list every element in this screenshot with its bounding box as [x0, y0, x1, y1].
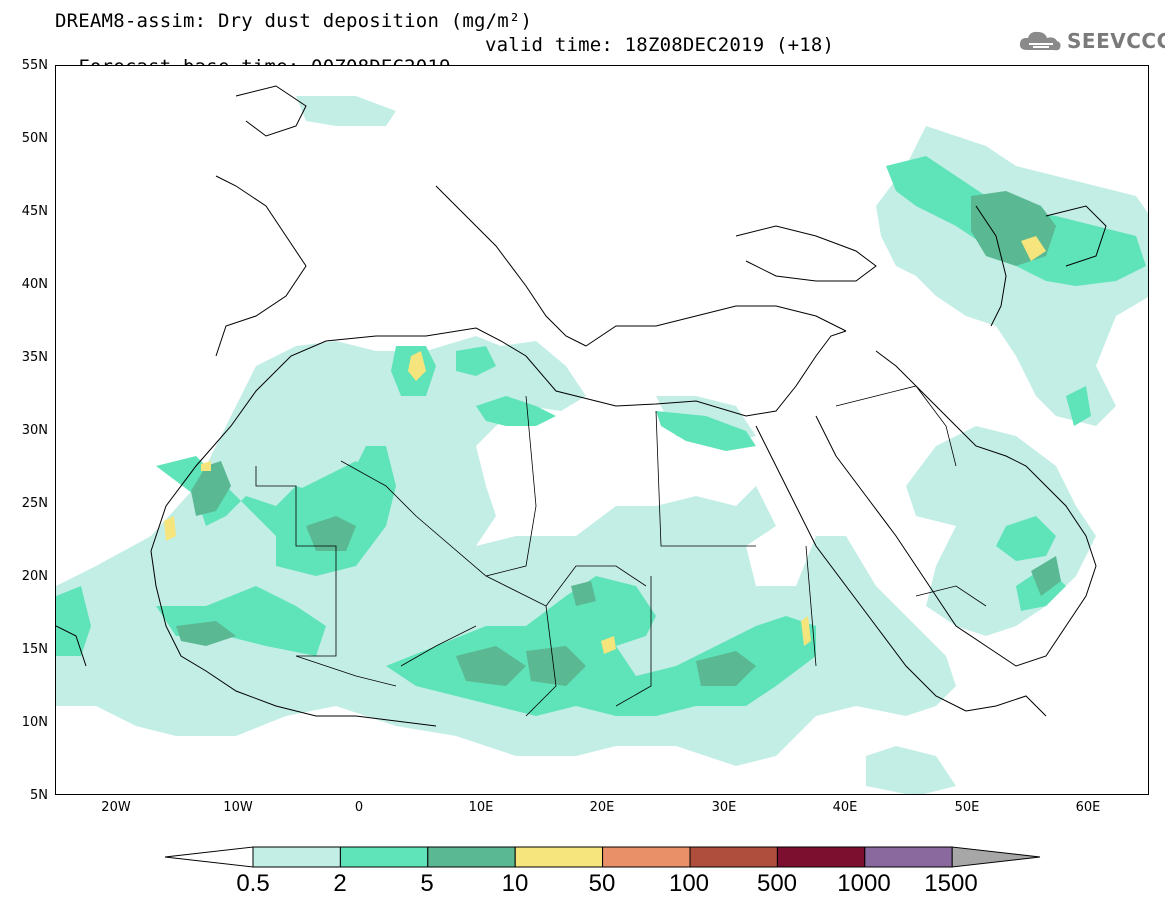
deposition-level-10 [164, 236, 1046, 654]
lon-label: 20E [589, 800, 615, 815]
colorbar-label: 50 [588, 870, 616, 897]
coastlines [56, 85, 1107, 727]
lat-label: 25N [21, 496, 48, 511]
colorbar-label: 10 [501, 870, 529, 897]
colorbar-bin [427, 846, 516, 868]
colorbar-bin [689, 846, 778, 868]
lon-label: 40E [832, 800, 858, 815]
lat-label: 5N [30, 788, 48, 803]
deposition-level-5 [176, 191, 1061, 686]
colorbar-label: 100 [668, 870, 710, 897]
map-title: DREAM8-assim: Dry dust deposition (mg/m²… [55, 10, 533, 32]
lat-label: 55N [21, 58, 48, 73]
lat-label: 35N [21, 350, 48, 365]
lat-label: 20N [21, 569, 48, 584]
colorbar-bin [339, 846, 429, 868]
lat-label: 50N [21, 131, 48, 146]
lat-label: 15N [21, 642, 48, 657]
cloud-icon [1019, 31, 1061, 51]
lat-label: 30N [21, 423, 48, 438]
colorbar-label: 1500 [924, 870, 978, 897]
lon-label: 20W [101, 800, 131, 815]
seevccc-logo: SEEVCCC [1017, 26, 1165, 56]
colorbar-over-triangle [951, 846, 1041, 868]
valid-time: valid time: 18Z08DEC2019 (+18) [485, 34, 835, 56]
lon-label: 50E [954, 800, 980, 815]
lat-label: 40N [21, 277, 48, 292]
lon-label: 10E [468, 800, 494, 815]
colorbar-label: 500 [756, 870, 798, 897]
lon-label: 60E [1075, 800, 1101, 815]
lat-label: 45N [21, 204, 48, 219]
colorbar-label: 1000 [837, 870, 891, 897]
colorbar-bin [252, 846, 341, 868]
colorbar-under-triangle [164, 846, 254, 868]
colorbar-bin [864, 846, 953, 868]
colorbar-label: 5 [420, 870, 434, 897]
dust-deposition-map [55, 65, 1149, 795]
lon-label: 10W [223, 800, 253, 815]
logo-text: SEEVCCC [1067, 29, 1165, 53]
lon-label: 30E [711, 800, 737, 815]
lat-label: 10N [21, 715, 48, 730]
lon-label: 0 [354, 800, 364, 815]
map-canvas [56, 85, 1148, 794]
colorbar-bin [776, 846, 866, 868]
borders [255, 385, 987, 717]
colorbar-bin [514, 846, 604, 868]
colorbar-bin [602, 846, 691, 868]
colorbar-label: 2 [333, 870, 347, 897]
colorbar-label: 0.5 [236, 870, 270, 897]
